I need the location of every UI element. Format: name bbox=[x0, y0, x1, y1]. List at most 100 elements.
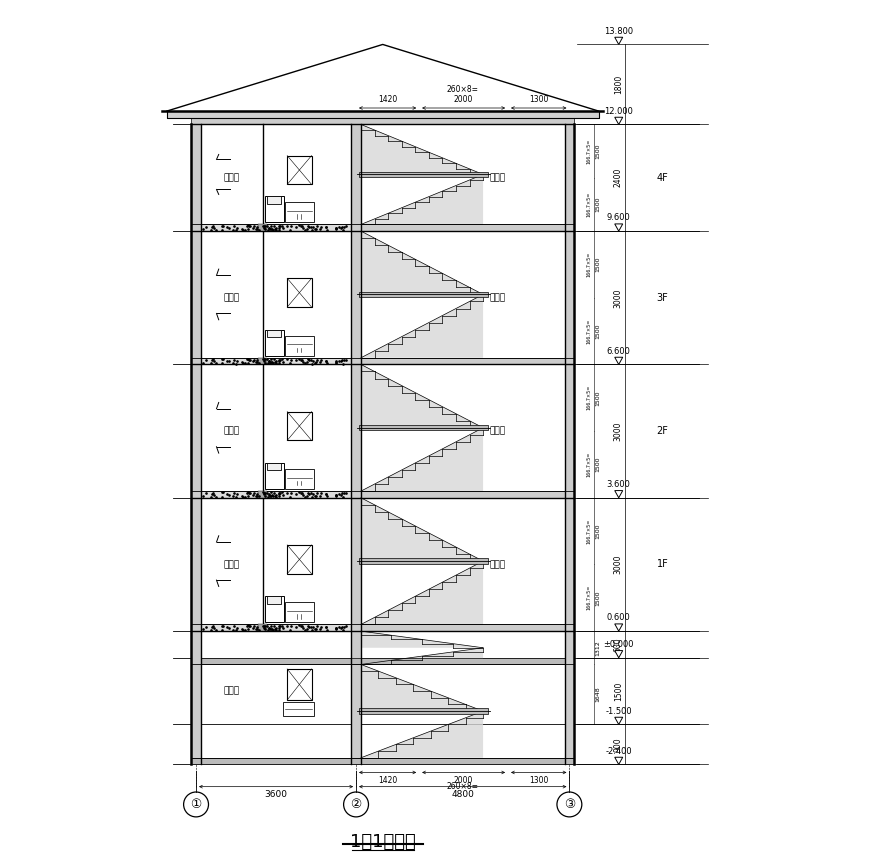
Point bbox=[207, 354, 221, 368]
Point bbox=[250, 353, 264, 367]
Point bbox=[329, 622, 344, 636]
Point bbox=[339, 619, 353, 633]
Point bbox=[238, 356, 252, 370]
Point bbox=[206, 486, 220, 500]
Bar bbox=[287, 279, 312, 307]
Point bbox=[301, 486, 315, 500]
Text: 166.7×5=: 166.7×5= bbox=[586, 585, 591, 611]
Point bbox=[263, 222, 278, 236]
Point bbox=[292, 485, 307, 499]
Point bbox=[241, 623, 255, 636]
Bar bbox=[285, 602, 314, 623]
Bar bbox=[191, 125, 201, 765]
Point bbox=[220, 487, 234, 501]
Point bbox=[293, 353, 307, 366]
Bar bbox=[191, 118, 574, 125]
Text: -2.400: -2.400 bbox=[605, 746, 632, 756]
Bar bbox=[258, 624, 267, 631]
Point bbox=[292, 618, 307, 632]
Text: 3600: 3600 bbox=[264, 790, 287, 799]
Point bbox=[226, 356, 240, 370]
Point bbox=[267, 353, 281, 366]
Polygon shape bbox=[361, 631, 483, 648]
Point bbox=[295, 353, 309, 366]
Point bbox=[256, 354, 270, 368]
Point bbox=[289, 620, 303, 634]
Text: ±0.000: ±0.000 bbox=[603, 640, 634, 649]
Point bbox=[241, 219, 255, 233]
Bar bbox=[267, 196, 281, 204]
Point bbox=[240, 219, 254, 233]
Text: 1500: 1500 bbox=[596, 390, 601, 406]
Point bbox=[250, 487, 264, 501]
Point bbox=[249, 489, 263, 503]
Point bbox=[293, 619, 307, 633]
Point bbox=[308, 223, 322, 237]
Point bbox=[306, 620, 320, 634]
Point bbox=[227, 353, 241, 366]
Text: 12.000: 12.000 bbox=[604, 107, 633, 115]
Point bbox=[250, 220, 264, 234]
Point bbox=[246, 488, 260, 501]
Bar bbox=[359, 292, 487, 297]
Text: 260×8=: 260×8= bbox=[447, 85, 478, 94]
Point bbox=[267, 219, 281, 233]
Text: 4F: 4F bbox=[656, 173, 669, 183]
Point bbox=[230, 488, 244, 501]
Point bbox=[339, 353, 353, 366]
Point bbox=[263, 622, 278, 636]
Point bbox=[320, 356, 334, 370]
Bar bbox=[201, 224, 352, 231]
Point bbox=[260, 219, 274, 233]
Point bbox=[205, 620, 219, 634]
Point bbox=[295, 619, 309, 633]
Point bbox=[256, 619, 270, 633]
Point bbox=[310, 486, 324, 500]
Point bbox=[248, 219, 262, 233]
Point bbox=[215, 356, 229, 370]
Point bbox=[293, 219, 307, 233]
Point bbox=[270, 223, 284, 237]
Point bbox=[272, 221, 286, 235]
Point bbox=[216, 352, 230, 365]
Point bbox=[258, 489, 272, 503]
Point bbox=[268, 623, 282, 636]
Point bbox=[329, 489, 343, 503]
Bar bbox=[265, 464, 284, 488]
Text: 166.7×5=: 166.7×5= bbox=[586, 385, 591, 410]
Point bbox=[310, 619, 324, 633]
Point bbox=[309, 222, 323, 236]
Point bbox=[230, 221, 244, 235]
Point bbox=[264, 618, 278, 632]
Point bbox=[220, 220, 234, 234]
Point bbox=[235, 488, 249, 502]
Point bbox=[222, 488, 236, 501]
Bar bbox=[201, 658, 565, 665]
Text: 3000: 3000 bbox=[614, 288, 623, 308]
Point bbox=[216, 218, 230, 232]
Text: 卫生间: 卫生间 bbox=[223, 560, 240, 569]
Bar bbox=[191, 658, 201, 765]
Text: 1500: 1500 bbox=[596, 457, 601, 472]
Point bbox=[215, 218, 229, 232]
Text: 2400: 2400 bbox=[614, 168, 623, 187]
Point bbox=[240, 353, 254, 366]
Point bbox=[301, 619, 315, 633]
Point bbox=[335, 619, 349, 633]
Point bbox=[206, 619, 220, 633]
Point bbox=[270, 357, 284, 371]
Point bbox=[272, 353, 286, 366]
Point bbox=[266, 489, 280, 503]
Point bbox=[304, 487, 318, 501]
Text: 1－1剖面图: 1－1剖面图 bbox=[350, 833, 416, 851]
Point bbox=[329, 621, 343, 635]
Point bbox=[196, 489, 210, 503]
Point bbox=[272, 354, 286, 368]
Point bbox=[256, 486, 270, 500]
Text: 166.7×5=: 166.7×5= bbox=[586, 138, 591, 163]
Bar bbox=[287, 156, 312, 184]
Text: 1500: 1500 bbox=[596, 197, 601, 212]
Text: 1312: 1312 bbox=[596, 640, 601, 655]
Text: 1500: 1500 bbox=[596, 144, 601, 159]
Point bbox=[240, 619, 254, 633]
